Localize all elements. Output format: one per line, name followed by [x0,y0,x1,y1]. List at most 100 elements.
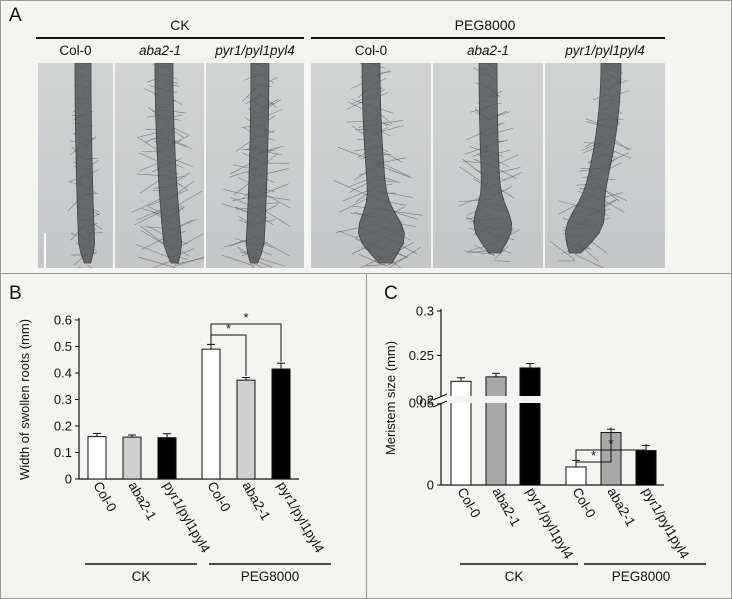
chart-c-bar [565,466,587,486]
chart-c-significance-star: * [608,436,613,451]
root-photo-peg-col0 [311,63,431,268]
chart-c-ytick-label: 0 [427,478,434,493]
root-drawing [333,63,423,268]
root-hair [494,245,509,260]
root-hair [221,254,255,267]
root-hair [574,254,605,268]
root-drawing [549,63,632,268]
chart-b-significance-bracket [210,334,247,377]
chart-b-ylabel: Width of swollen roots (mm) [17,319,32,480]
root-drawing [131,63,204,268]
root-photo-ck-aba2 [115,63,204,268]
chart-b-category-label: aba2-1 [239,479,273,523]
chart-c-ytick-label: 0.2 [416,393,434,408]
root-hair [152,259,174,268]
peg-group-line [311,37,665,39]
root-hair [253,263,264,268]
photo-label-ck-col0: Col-0 [59,43,92,58]
chart-c-ylabel: Meristem size (mm) [383,341,398,455]
root-body [154,63,183,264]
chart-c-category-label: Col-0 [454,485,483,520]
panel-divider-horizontal [1,273,731,274]
root-hair [494,260,511,262]
ck-group-line [36,37,304,39]
photo-label-ck-pyr: pyr1/pyl1pyl4 [215,43,295,58]
chart-b-category-label: aba2-1 [125,479,159,523]
chart-b-bar [271,368,291,480]
root-body [74,63,96,264]
root-drawing [458,63,522,262]
chart-c-axis-break-mark [432,400,448,408]
root-hair [172,267,175,268]
chart-b-group-label: CK [132,569,151,584]
root-photo-peg-pyr [545,63,665,268]
chart-c-category-label: Col-0 [569,485,598,520]
root-hair [474,245,495,257]
root-hair [251,266,255,268]
chart-c-ytick-label: 0.3 [416,304,434,319]
chart-c-category-label: pyr1/pyl1pyl4 [523,485,576,562]
root-photo-peg-aba2 [433,63,543,268]
root-hair [464,250,495,255]
root-hair [137,256,175,268]
root-hair [549,240,576,261]
chart-b: Width of swollen roots (mm) 0 0.1 0.2 0.3 0.4… [17,310,331,584]
root-hair [174,257,204,265]
chart-b-bar [87,436,107,480]
root-body [245,63,270,264]
chart-c-category-label: aba2-1 [604,485,638,529]
root-hair [388,246,421,268]
chart-b-category-label: Col-0 [90,479,119,514]
chart-c-significance-star: * [591,448,596,463]
chart-b-significance-star: * [243,310,248,325]
chart-b-ytick-label: 0.6 [54,313,72,328]
chart-b-bar [157,437,177,480]
panel-a-letter: A [9,5,22,26]
chart-c-axis-break-gap [433,396,667,403]
root-hair [87,265,93,268]
root-drawing [221,63,291,268]
peg-group-label: PEG8000 [454,17,516,33]
panel-c-letter: C [384,283,398,304]
chart-c-bar [485,376,507,486]
chart-b-significance-bracket [210,323,282,362]
chart-c-category-label: aba2-1 [489,485,523,529]
chart-c-axis-break-mark [432,393,448,401]
chart-b-category-label: pyr1/pyl1pyl4 [160,479,213,556]
chart-c-bar [635,450,657,486]
root-photo-ck-pyr [206,63,304,268]
chart-b-bar [122,436,142,480]
photo-label-ck-aba2: aba2-1 [138,43,182,58]
root-body [473,63,513,254]
photo-label-peg-pyr: pyr1/pyl1pyl4 [565,43,645,58]
root-drawing [44,63,104,268]
panel-b-letter: B [9,283,22,304]
panel-divider-vertical [366,274,367,598]
chart-c-group-label: PEG8000 [612,569,671,584]
chart-b-bar [236,379,256,480]
root-body [357,63,405,264]
chart-b-bar [201,348,221,480]
chart-c-ytick-label: 0.25 [409,348,434,363]
chart-b-ytick-label: 0.4 [54,366,72,381]
root-photo-ck-col0 [38,63,113,268]
chart-c-ytick-label: 0.05 [409,396,434,411]
root-hair [358,253,386,267]
chart-b-ytick-label: 0.5 [54,339,72,354]
chart-c-significance-bracket [575,444,647,462]
chart-c-category-label: pyr1/pyl1pyl4 [639,485,692,562]
chart-b-category-label: Col-0 [204,479,233,514]
chart-b-ytick-label: 0.3 [54,392,72,407]
photo-label-peg-col0: Col-0 [354,43,388,58]
chart-c-group-label: CK [505,569,524,584]
chart-b-significance-star: * [226,321,231,336]
root-hair [366,264,386,267]
ck-group-label: CK [170,17,190,33]
root-hair [135,243,174,260]
chart-b-ytick-label: 0.1 [54,445,72,460]
root-body [564,63,622,254]
photo-label-peg-aba2: aba2-1 [466,43,510,58]
chart-b-ytick-label: 0 [65,472,72,487]
chart-c-bar [519,367,541,486]
